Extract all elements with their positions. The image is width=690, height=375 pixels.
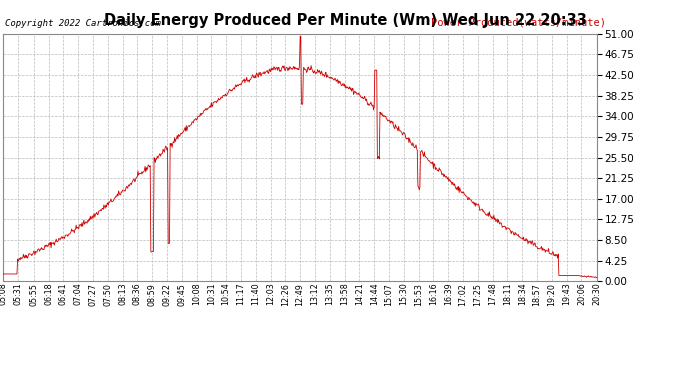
Text: Daily Energy Produced Per Minute (Wm) Wed Jun 22 20:33: Daily Energy Produced Per Minute (Wm) We… (104, 13, 586, 28)
Text: Copyright 2022 Cartronics.com: Copyright 2022 Cartronics.com (5, 18, 161, 28)
Text: Power Produced(watts/minute): Power Produced(watts/minute) (431, 18, 606, 28)
